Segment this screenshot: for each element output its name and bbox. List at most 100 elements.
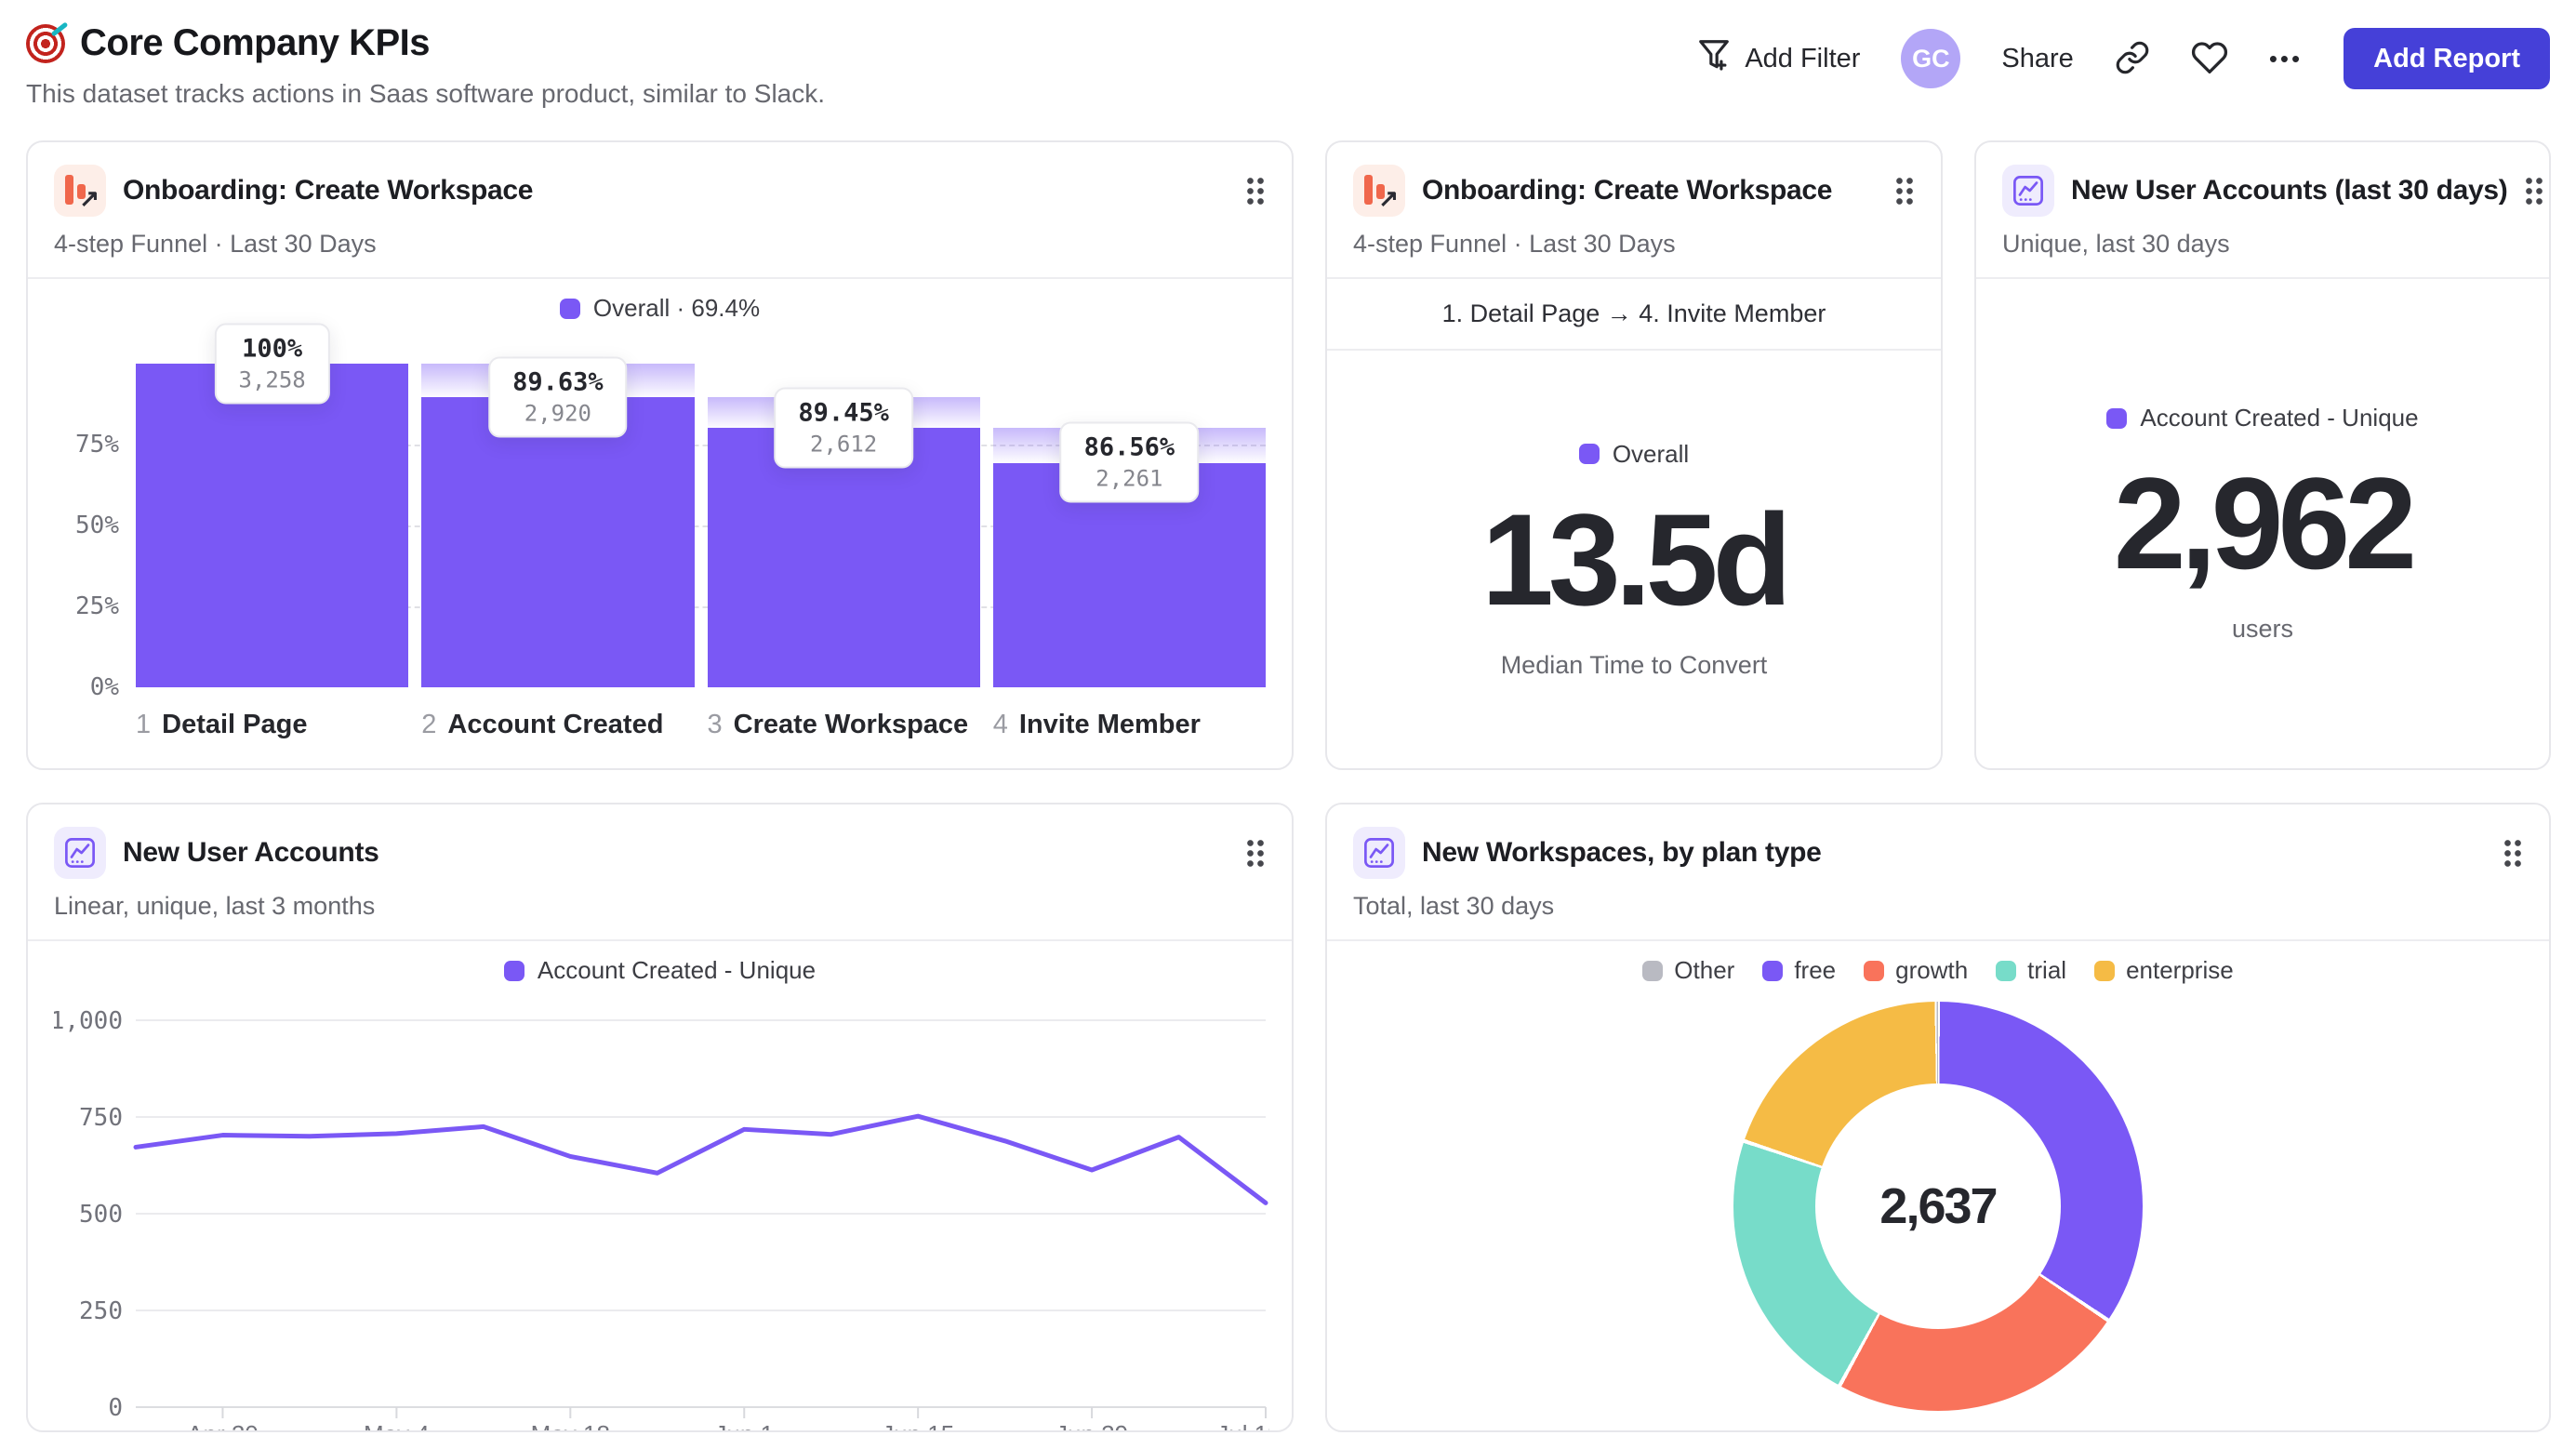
line-x-tick-label: Jul 13 (1216, 1420, 1269, 1432)
line-x-tick-label: May 18 (531, 1420, 610, 1432)
card-title[interactable]: Onboarding: Create Workspace (123, 175, 534, 206)
funnel-step-label: 3 Create Workspace (708, 710, 980, 740)
funnel-step-name: Invite Member (1018, 710, 1201, 739)
card-line-header: New User Accounts Linear, unique, last 3… (28, 804, 1292, 941)
line-series-path (133, 1113, 1268, 1205)
card-new-user-accounts-30d: New User Accounts (last 30 days) Unique,… (1974, 140, 2551, 770)
funnel-report-icon: ↗ (1353, 165, 1405, 217)
donut-chart: Other free growth trial enterprise 2,637 (1327, 941, 2549, 1430)
time-to-convert-stack: Overall 13.5d Median Time to Convert (1327, 351, 1941, 768)
drag-handle-icon[interactable] (2503, 838, 2523, 868)
card-subtitle: 4-step Funnel · Last 30 Days (1353, 230, 1676, 258)
median-time-value: 13.5d (1481, 485, 1792, 632)
more-options-button[interactable]: ••• (2268, 44, 2304, 73)
line-chart: Account Created - Unique 0 250 500 750 1,000… (28, 941, 1292, 1432)
drag-handle-icon[interactable] (2524, 176, 2545, 206)
line-y-tick-label: 0 (108, 1394, 123, 1422)
line-x-tick-label: Jun 29 (1056, 1420, 1128, 1432)
line-y-tick-label: 750 (79, 1104, 123, 1132)
avatar[interactable]: GC (1901, 29, 1961, 88)
line-y-tick-label: 500 (79, 1201, 123, 1229)
page-title: Core Company KPIs (80, 22, 431, 63)
funnel-step-name: Create Workspace (733, 710, 969, 739)
median-time-caption: Median Time to Convert (1500, 650, 1768, 679)
funnel-gridline (136, 606, 1266, 608)
legend-label: enterprise (2126, 956, 2234, 984)
time-legend: Overall (1578, 440, 1689, 469)
legend-swatch (503, 960, 524, 981)
legend-label: growth (1895, 956, 1969, 984)
copy-link-button[interactable] (2115, 40, 2150, 78)
card-title[interactable]: New User Accounts (123, 837, 379, 868)
card-title[interactable]: Onboarding: Create Workspace (1422, 175, 1833, 206)
funnel-bar-fill (421, 397, 695, 687)
insights-report-icon (54, 827, 106, 879)
funnel-step-count: 3,258 (238, 366, 306, 393)
donut-total: 2,637 (1879, 1178, 1998, 1234)
funnel-gridline (136, 525, 1266, 527)
drag-handle-icon[interactable] (1245, 838, 1266, 868)
card-donut-header: New Workspaces, by plan type Total, last… (1327, 804, 2549, 941)
funnel-bar[interactable]: 100% 3,258 (136, 323, 409, 687)
drag-handle-icon[interactable] (1894, 176, 1915, 206)
legend-item-free[interactable]: free (1762, 956, 1836, 985)
legend-item-trial[interactable]: trial (1996, 956, 2066, 985)
legend-label: free (1794, 956, 1837, 984)
legend-swatch (2094, 960, 2116, 981)
drag-handle-icon[interactable] (1245, 176, 1266, 206)
funnel-step-name: Account Created (447, 710, 664, 739)
card-subtitle: 4-step Funnel · Last 30 Days (54, 230, 377, 258)
funnel-y-tick: 25% (75, 592, 119, 620)
legend-item-Other[interactable]: Other (1642, 956, 1734, 985)
funnel-step-number: 3 (707, 710, 723, 739)
funnel-tooltip: 89.45% 2,612 (774, 387, 913, 469)
filter-plus-icon (1696, 37, 1732, 80)
new-users-unit: users (2231, 615, 2294, 643)
funnel-y-axis: 75% 50% 25% 0% (54, 364, 136, 701)
funnel-plot: 100% 3,258 89.63% 2,920 89.45% 2,612 86.56% 2,2… (136, 323, 1266, 687)
funnel-report-icon: ↗ (54, 165, 106, 217)
funnel-chart: Overall · 69.4% 75% 50% 25% 0% 100% 3,258 89.… (28, 279, 1292, 768)
funnel-y-tick: 0% (89, 673, 119, 701)
card-workspaces-by-plan: New Workspaces, by plan type Total, last… (1325, 803, 2551, 1432)
add-report-button[interactable]: Add Report (2344, 28, 2550, 89)
line-y-tick-label: 250 (79, 1297, 123, 1325)
legend-swatch (559, 298, 580, 319)
card-title[interactable]: New User Accounts (last 30 days) (2071, 175, 2508, 206)
insights-report-icon (2002, 165, 2054, 217)
donut-ring[interactable]: 2,637 (1733, 1002, 2143, 1411)
card-funnel: ↗ Onboarding: Create Workspace 4-step Fu… (26, 140, 1294, 770)
funnel-bar[interactable]: 89.63% 2,920 (421, 356, 695, 687)
line-x-tick-label: Jun 15 (882, 1420, 954, 1432)
header-actions: Add Filter GC Share ••• (1696, 28, 2550, 89)
legend-item-growth[interactable]: growth (1864, 956, 1968, 985)
link-icon (2115, 40, 2150, 78)
legend-swatch (1864, 960, 1885, 981)
legend-item-enterprise[interactable]: enterprise (2094, 956, 2234, 985)
funnel-step-label: 4 Invite Member (993, 710, 1266, 740)
funnel-tooltip: 86.56% 2,261 (1059, 421, 1200, 503)
heart-icon (2191, 39, 2228, 79)
line-x-tick-label: Apr 20 (187, 1420, 259, 1432)
favorite-button[interactable] (2191, 39, 2228, 79)
funnel-bar-fill (136, 364, 409, 687)
donut-legend: Other free growth trial enterprise (1353, 956, 2523, 985)
dashboard-header: Core Company KPIs This dataset tracks ac… (0, 0, 2576, 109)
dashboard-grid: ↗ Onboarding: Create Workspace 4-step Fu… (0, 140, 2576, 1432)
funnel-tooltip: 89.63% 2,920 (488, 356, 628, 438)
funnel-step-number: 1 (136, 710, 152, 739)
line-chart-svg[interactable]: 0 250 500 750 1,000 Apr 20 May 4 May 18 Jun 1 Jun… (54, 998, 1269, 1432)
card-title[interactable]: New Workspaces, by plan type (1422, 837, 1822, 868)
funnel-step-count: 2,261 (1095, 465, 1163, 492)
share-button[interactable]: Share (2001, 43, 2074, 73)
funnel-gridline (136, 445, 1266, 446)
funnel-bar[interactable]: 86.56% 2,261 (992, 364, 1266, 687)
funnel-bar[interactable]: 89.45% 2,612 (707, 364, 980, 687)
legend-swatch (1762, 960, 1784, 981)
line-x-tick-label: Jun 1 (714, 1420, 774, 1432)
add-filter-button[interactable]: Add Filter (1696, 37, 1860, 80)
card-time-header: ↗ Onboarding: Create Workspace 4-step Fu… (1327, 142, 1941, 279)
header-left: Core Company KPIs This dataset tracks ac… (26, 22, 825, 109)
funnel-step-name: Detail Page (162, 710, 308, 739)
